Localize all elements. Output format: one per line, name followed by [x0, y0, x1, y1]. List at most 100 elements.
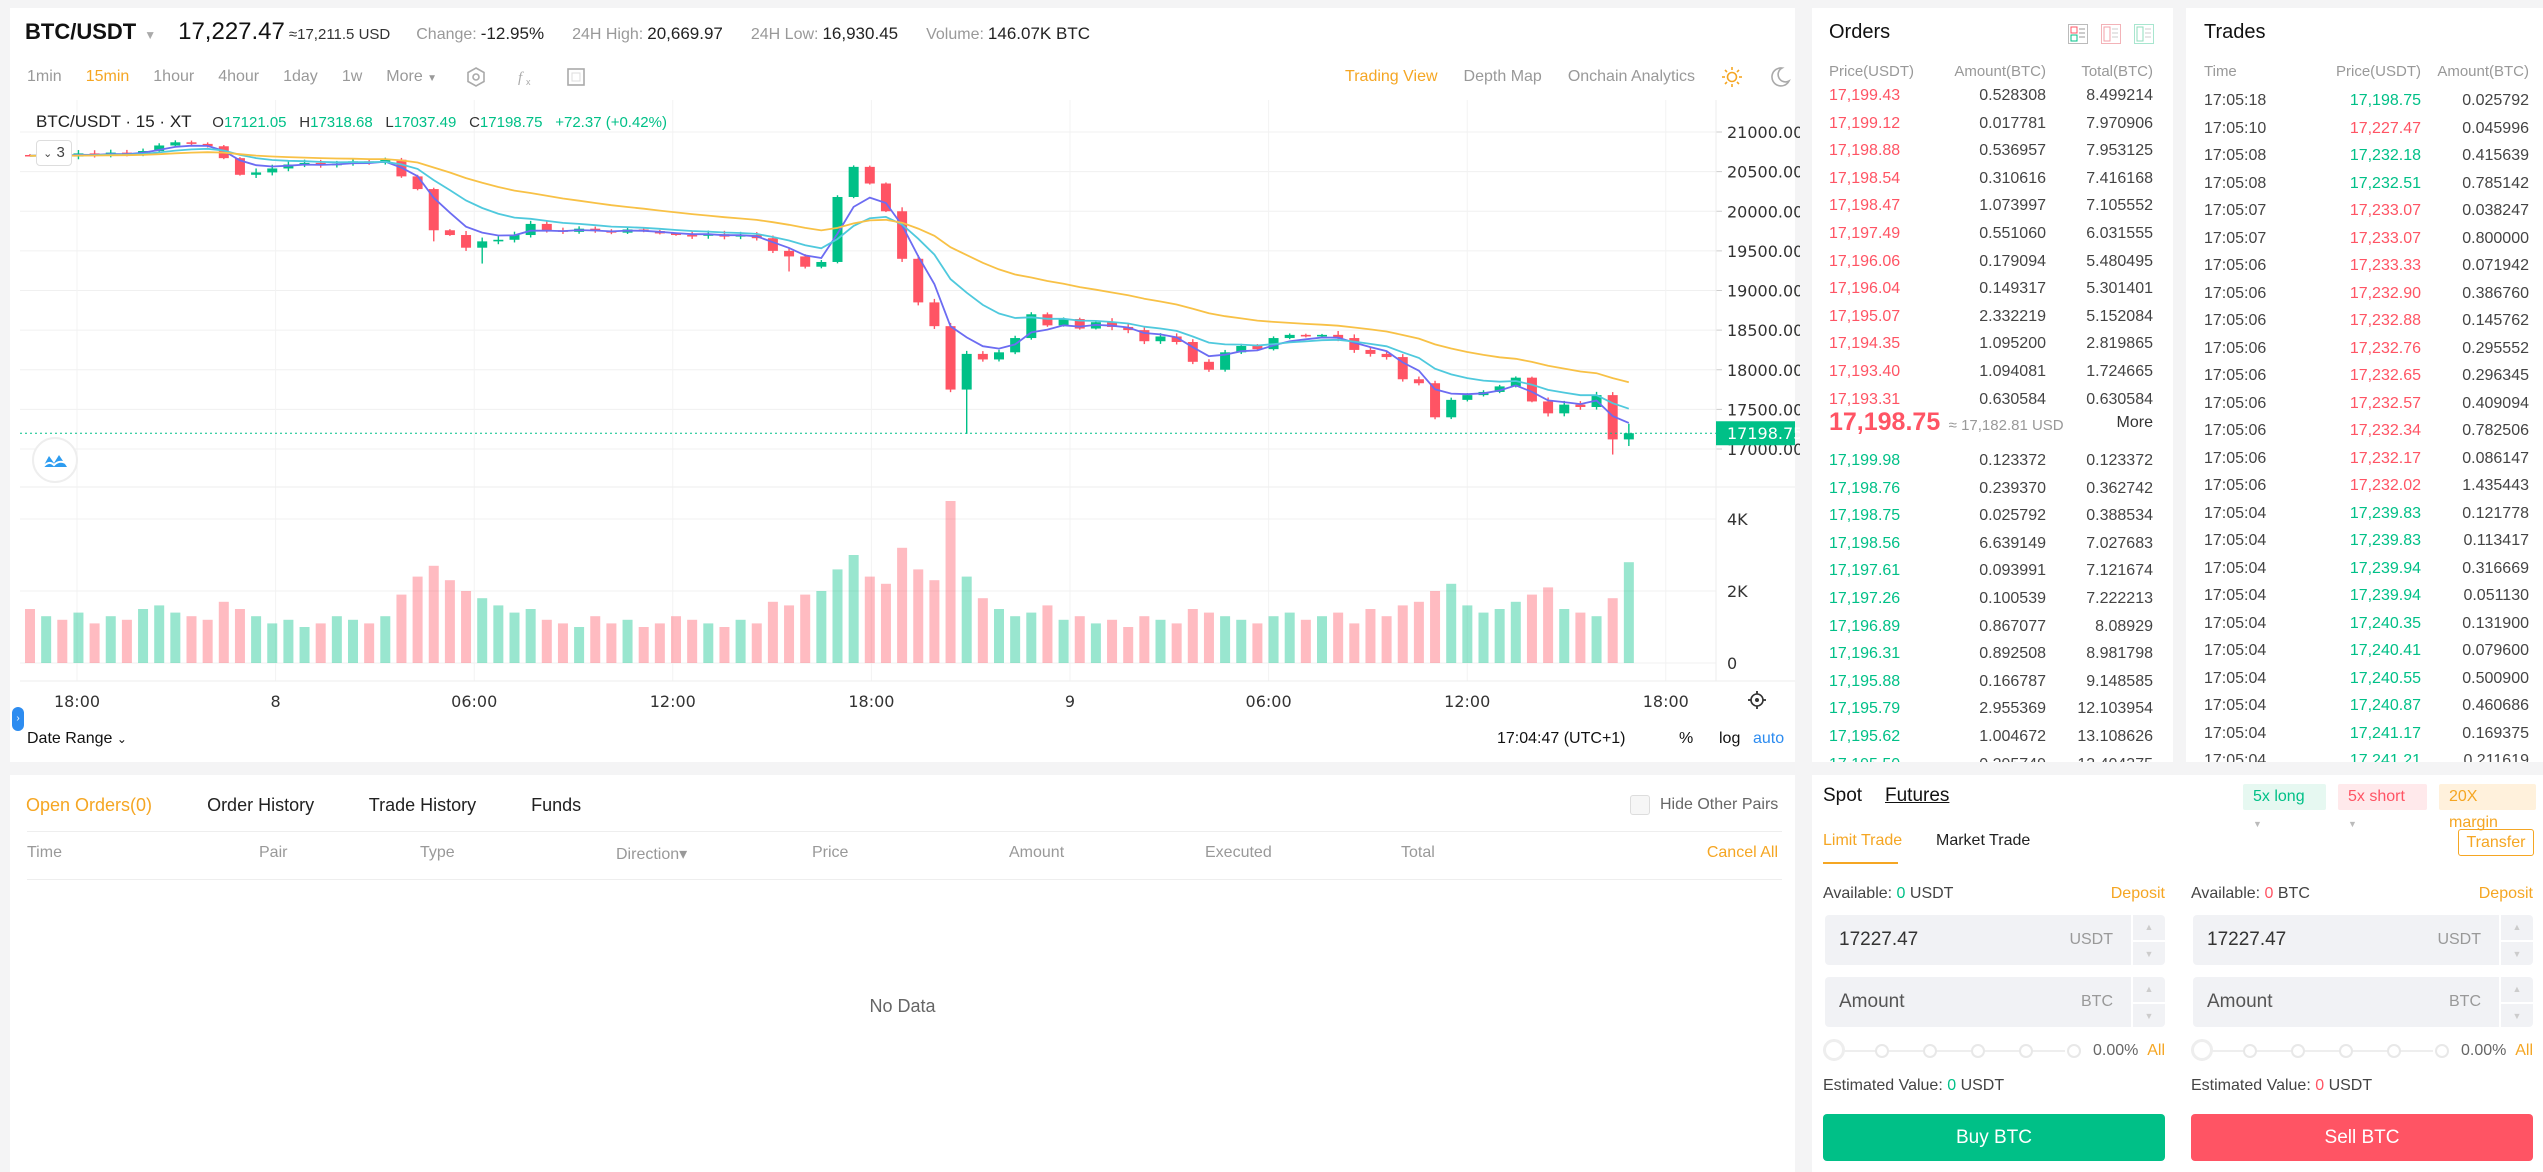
increment-icon[interactable]: ▲ [2512, 922, 2522, 932]
auto-scale-toggle[interactable]: auto [1753, 730, 1785, 747]
ask-row[interactable]: 17,194.35 1.095200 2.819865 [1812, 330, 2173, 357]
dark-theme-moon-icon[interactable] [1769, 66, 1791, 88]
amount-stepper[interactable]: ▲ ▼ [2499, 977, 2533, 1027]
deposit-link[interactable]: Deposit [2110, 885, 2165, 902]
decrement-icon[interactable]: ▼ [2133, 940, 2165, 965]
sell-button[interactable]: Sell BTC [2191, 1114, 2533, 1161]
percent-scale-toggle[interactable]: % [1679, 730, 1694, 747]
tab-spot[interactable]: Spot [1823, 785, 1863, 806]
book-bids-only-icon[interactable] [2134, 24, 2154, 44]
slider-step[interactable] [2019, 1044, 2033, 1058]
increment-icon[interactable]: ▲ [2144, 922, 2154, 932]
book-both-sides-icon[interactable] [2068, 24, 2088, 44]
view-trading-view[interactable]: Trading View [1345, 68, 1438, 85]
price-input[interactable]: 17227.47 USDT ▲ ▼ [1825, 915, 2165, 965]
price-stepper[interactable]: ▲ ▼ [2499, 915, 2533, 965]
decrement-icon[interactable]: ▼ [2133, 1002, 2165, 1027]
bid-row[interactable]: 17,198.76 0.239370 0.362742 [1812, 475, 2173, 502]
bid-row[interactable]: 17,195.88 0.166787 9.148585 [1812, 668, 2173, 695]
slider-step[interactable] [2067, 1044, 2081, 1058]
tab-funds[interactable]: Funds [531, 795, 582, 815]
slider-handle[interactable] [1823, 1039, 1845, 1061]
increment-icon[interactable]: ▲ [2144, 984, 2154, 994]
price-chart[interactable]: 21000.00 20500.00 20000.00 19500.00 19000.00… [0, 0, 1800, 725]
buy-button[interactable]: Buy BTC [1823, 1114, 2165, 1161]
indicator-toggle[interactable]: ⌄ 3 [36, 140, 72, 166]
slider-step[interactable] [2435, 1044, 2449, 1058]
more-link[interactable]: More [2116, 414, 2153, 431]
col-direction[interactable]: Direction▾ [616, 846, 688, 863]
slider-step[interactable] [1971, 1044, 1985, 1058]
ask-row[interactable]: 17,195.07 2.332219 5.152084 [1812, 303, 2173, 330]
ask-row[interactable]: 17,198.47 1.073997 7.105552 [1812, 192, 2173, 219]
transfer-button[interactable]: Transfer [2458, 829, 2534, 856]
amount-input[interactable]: Amount BTC ▲ ▼ [2193, 977, 2533, 1027]
tab-futures[interactable]: Futures [1885, 785, 1950, 806]
decrement-icon[interactable]: ▼ [2501, 1002, 2533, 1027]
slider-handle[interactable] [2191, 1039, 2213, 1061]
slider-step[interactable] [1875, 1044, 1889, 1058]
slider-step[interactable] [2243, 1044, 2257, 1058]
interval-1day[interactable]: 1day [283, 68, 318, 85]
ask-row[interactable]: 17,199.12 0.017781 7.970906 [1812, 110, 2173, 137]
ask-row[interactable]: 17,193.40 1.094081 1.724665 [1812, 358, 2173, 385]
chart-settings-gear-icon[interactable] [1746, 689, 1768, 711]
cancel-all-button[interactable]: Cancel All [1706, 844, 1778, 861]
date-range-dropdown[interactable]: Date Range ⌄ [27, 730, 127, 748]
bid-row[interactable]: 17,195.62 1.004672 13.108626 [1812, 723, 2173, 750]
slider-step[interactable] [1923, 1044, 1937, 1058]
interval-15min[interactable]: 15min [85, 68, 130, 85]
book-asks-only-icon[interactable] [2101, 24, 2121, 44]
log-scale-toggle[interactable]: log [1719, 730, 1741, 747]
deposit-link[interactable]: Deposit [2478, 885, 2533, 902]
bid-row[interactable]: 17,198.75 0.025792 0.388534 [1812, 502, 2173, 529]
fullscreen-icon[interactable] [565, 66, 587, 88]
interval-1min[interactable]: 1min [27, 68, 62, 85]
20x-margin-button[interactable]: 20X margin [2439, 784, 2536, 831]
bid-row[interactable]: 17,198.56 6.639149 7.027683 [1812, 530, 2173, 557]
settings-hexagon-icon[interactable] [465, 66, 487, 88]
ask-row[interactable]: 17,198.88 0.536957 7.953125 [1812, 137, 2173, 164]
bid-row[interactable]: 17,195.50 0.295749 13.404375 [1812, 751, 2173, 762]
tab-trade-history[interactable]: Trade History [368, 795, 477, 815]
pair-selector[interactable]: BTC/USDT [25, 19, 137, 44]
interval-4hour[interactable]: 4hour [218, 68, 260, 85]
tab-order-history[interactable]: Order History [207, 795, 315, 815]
slider-step[interactable] [2387, 1044, 2401, 1058]
all-button[interactable]: All [2515, 1042, 2533, 1059]
bid-row[interactable]: 17,196.31 0.892508 8.981798 [1812, 640, 2173, 667]
amount-stepper[interactable]: ▲ ▼ [2131, 977, 2165, 1027]
view-onchain-analytics[interactable]: Onchain Analytics [1567, 68, 1695, 85]
5x-long-button[interactable]: 5x long ▼ [2243, 784, 2326, 829]
bid-row[interactable]: 17,197.61 0.093991 7.121674 [1812, 557, 2173, 584]
tab-open-orders[interactable]: Open Orders(0) [26, 795, 153, 815]
tab-limit-trade[interactable]: Limit Trade [1823, 832, 1903, 849]
bid-row[interactable]: 17,199.98 0.123372 0.123372 [1812, 447, 2173, 474]
chevron-down-icon[interactable]: ▼ [144, 28, 157, 42]
interval-1w[interactable]: 1w [341, 68, 363, 85]
5x-short-button[interactable]: 5x short ▼ [2338, 784, 2427, 829]
slider-step[interactable] [2291, 1044, 2305, 1058]
ask-row[interactable]: 17,196.06 0.179094 5.480495 [1812, 248, 2173, 275]
light-theme-sun-icon[interactable] [1721, 66, 1743, 88]
all-button[interactable]: All [2147, 1042, 2165, 1059]
bid-row[interactable]: 17,195.79 2.955369 12.103954 [1812, 695, 2173, 722]
more-intervals-dropdown[interactable]: More ▼ [386, 68, 437, 86]
bid-row[interactable]: 17,197.26 0.100539 7.222213 [1812, 585, 2173, 612]
ask-row[interactable]: 17,196.04 0.149317 5.301401 [1812, 275, 2173, 302]
price-stepper[interactable]: ▲ ▼ [2131, 915, 2165, 965]
bid-row[interactable]: 17,196.89 0.867077 8.08929 [1812, 613, 2173, 640]
interval-1hour[interactable]: 1hour [153, 68, 195, 85]
ask-row[interactable]: 17,198.54 0.310616 7.416168 [1812, 165, 2173, 192]
increment-icon[interactable]: ▲ [2512, 984, 2522, 994]
decrement-icon[interactable]: ▼ [2501, 940, 2533, 965]
amount-input[interactable]: Amount BTC ▲ ▼ [1825, 977, 2165, 1027]
slider-step[interactable] [2339, 1044, 2353, 1058]
hide-other-pairs-checkbox[interactable] [1630, 795, 1650, 815]
expand-sidebar-handle[interactable]: › [12, 707, 24, 731]
ask-row[interactable]: 17,193.31 0.630584 0.630584 [1812, 386, 2173, 411]
tab-market-trade[interactable]: Market Trade [1936, 832, 2031, 849]
ask-row[interactable]: 17,199.43 0.528308 8.499214 [1812, 86, 2173, 109]
percentage-slider[interactable] [1823, 1039, 2081, 1061]
